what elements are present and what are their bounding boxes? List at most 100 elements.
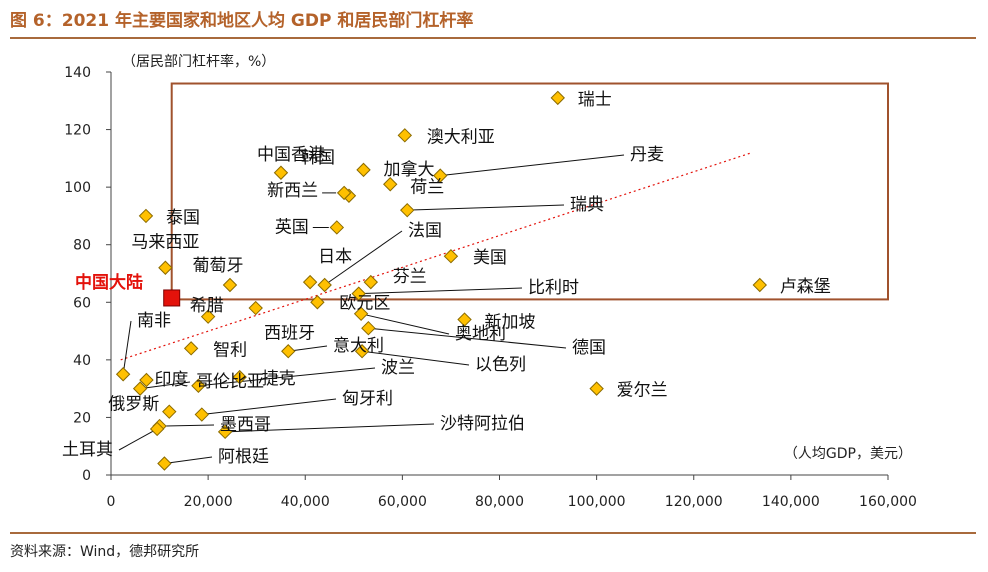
point-label: 芬兰 [393, 267, 427, 287]
title-divider [10, 37, 976, 39]
figure-title: 图 6：2021 年主要国家和地区人均 GDP 和居民部门杠杆率 [10, 11, 474, 31]
y-tick-label: 0 [82, 468, 91, 484]
point-marker [589, 381, 604, 396]
x-tick-label: 80,000 [475, 494, 524, 510]
point-label: 韩国 [301, 148, 335, 168]
point-marker [356, 162, 371, 178]
trendline [120, 152, 753, 361]
point-label: 哥伦比亚 [196, 372, 264, 392]
y-tick-label: 60 [73, 295, 91, 311]
point-label: 法国 [408, 221, 442, 241]
x-tick-label: 160,000 [859, 494, 917, 510]
point-marker [138, 208, 154, 224]
point-label: 马来西亚 [131, 233, 199, 253]
point-marker [162, 404, 177, 419]
point-label: 阿根廷 [218, 447, 269, 467]
point-marker [248, 300, 263, 316]
point-label: 捷克 [262, 369, 296, 389]
leader-line [324, 230, 403, 286]
point-label: 墨西哥 [220, 415, 271, 435]
point-marker [433, 168, 448, 183]
leader-line [201, 398, 337, 416]
highlight-marker [163, 289, 181, 307]
x-axis-label: （人均GDP，美元） [784, 446, 912, 462]
point-marker [351, 286, 366, 301]
point-label: 匈牙利 [342, 389, 393, 409]
point-label: 泰国 [166, 208, 200, 228]
x-tick-label: 140,000 [762, 494, 820, 510]
leader-line [358, 287, 523, 295]
point-label: 智利 [213, 340, 247, 360]
point-marker [317, 277, 332, 293]
leader-line [288, 345, 328, 352]
y-tick-label: 100 [64, 180, 91, 196]
highlight-label: 中国大陆 [75, 272, 143, 293]
point-label: 卢森堡 [780, 277, 831, 297]
point-marker [361, 320, 376, 336]
point-label: 俄罗斯 [108, 395, 159, 415]
point-label: 印度 [154, 370, 188, 390]
point-label: 日本 [318, 247, 352, 267]
point-marker [353, 306, 369, 322]
point-label: 奥地利 [455, 324, 506, 344]
point-label: 南非 [137, 311, 171, 331]
point-marker [139, 372, 154, 388]
point-marker [194, 407, 210, 422]
x-tick-label: 40,000 [281, 494, 330, 510]
point-label: 新西兰 [267, 181, 318, 201]
point-label: 新加坡 [485, 313, 536, 333]
point-marker [363, 274, 379, 290]
point-label: 比利时 [528, 278, 579, 298]
leader-line [368, 327, 567, 349]
point-marker [273, 165, 289, 180]
point-marker [354, 344, 370, 359]
leader-line [407, 204, 565, 211]
point-marker [400, 202, 415, 218]
leader-line [118, 428, 158, 451]
source-note: 资料来源：Wind，德邦研究所 [10, 544, 200, 560]
point-marker [457, 312, 472, 327]
y-tick-label: 40 [73, 353, 91, 369]
point-label: 沙特阿拉伯 [440, 414, 525, 434]
leader-line [159, 424, 215, 427]
point-marker [222, 277, 238, 293]
point-label: 以色列 [475, 355, 526, 375]
point-label: 欧元区 [339, 293, 390, 313]
reference-box [170, 82, 889, 301]
point-marker [302, 274, 318, 290]
point-label: 意大利 [333, 336, 384, 356]
point-marker [329, 220, 345, 235]
point-marker [157, 456, 172, 471]
x-tick-label: 20,000 [184, 494, 233, 510]
point-marker [336, 185, 352, 201]
point-label: 葡萄牙 [192, 256, 243, 276]
point-label: 加拿大 [384, 159, 435, 180]
point-label: 西班牙 [264, 324, 315, 344]
leader-line [198, 367, 376, 387]
leader-line [122, 320, 132, 375]
point-marker [149, 421, 165, 437]
y-tick-label: 140 [64, 65, 91, 81]
point-marker [281, 344, 296, 359]
point-marker [232, 369, 247, 385]
point-label: 瑞典 [570, 195, 604, 215]
point-label: 丹麦 [630, 145, 664, 165]
point-label: 中国香港 [257, 145, 325, 165]
point-marker [158, 260, 173, 275]
point-marker [310, 295, 325, 310]
point-marker [217, 424, 233, 440]
point-label: 德国 [572, 338, 606, 358]
point-label: 土耳其 [62, 440, 113, 460]
leader-line [140, 381, 191, 390]
point-label: 瑞士 [578, 90, 612, 110]
y-tick-label: 20 [73, 410, 91, 426]
leader-line [164, 456, 213, 464]
point-label: 澳大利亚 [427, 127, 495, 147]
x-tick-label: 120,000 [665, 494, 723, 510]
y-tick-label: 120 [64, 123, 91, 139]
leader-line [225, 423, 435, 433]
point-marker [200, 309, 216, 324]
point-label: 波兰 [381, 358, 415, 378]
point-marker [383, 177, 398, 192]
